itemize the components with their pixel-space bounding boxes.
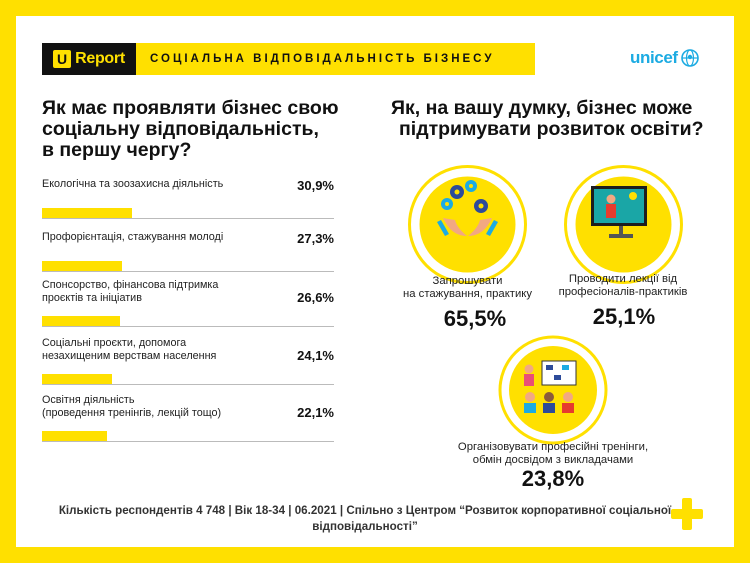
right-question-title: Як, на вашу думку, бізнес може підтримув… <box>391 98 721 140</box>
bar-value-label: 22,1% <box>297 405 334 420</box>
logo-u-mark: U <box>53 50 72 68</box>
bubble-3-label-line1: Організовувати професійні тренінги, <box>457 441 649 453</box>
training-group-icon <box>524 360 577 413</box>
bubble-3 <box>498 335 608 445</box>
bar-category-label-line: Спонсорство, фінансова підтримка <box>42 279 219 291</box>
bar-category-label-line: Освітня діяльність <box>42 394 135 406</box>
bar-track <box>42 271 334 272</box>
bar-category-label-line: Профорієнтація, стажування молоді <box>42 231 224 243</box>
bubble-2-label-line1: Проводити лекції від <box>568 273 678 285</box>
lecture-screen-icon <box>591 186 647 238</box>
gears-hands-icon <box>437 180 498 236</box>
bar-value-label: 24,1% <box>297 348 334 363</box>
bar <box>42 431 107 441</box>
bar-category-label-line: Соціальні проєкти, допомога <box>42 337 187 349</box>
bubble-1-label-line2: на стажування, практику <box>403 287 532 300</box>
bubble-3-value: 23,8% <box>521 466 585 491</box>
bubble-1-value: 65,5% <box>443 306 507 331</box>
bar-row-1: Екологічна та зоозахисна діяльність 30,9% <box>42 178 334 228</box>
left-question-line3: в першу чергу? <box>42 139 192 161</box>
bar-category-label: Соціальні проєкти, допомога незахищеним в… <box>42 337 334 363</box>
left-question-title: Як має проявляти бізнес свою соціальну в… <box>42 98 362 161</box>
bar-row-4: Соціальні проєкти, допомога незахищеним в… <box>42 337 334 387</box>
ureport-logo: U Report <box>42 43 136 75</box>
bubble-3-label-line2: обмін досвідом з викладачами <box>472 453 634 466</box>
bar-row-2: Профорієнтація, стажування молоді 27,3% <box>42 231 334 281</box>
plus-icon <box>671 498 703 530</box>
bar-value-label: 26,6% <box>297 290 334 305</box>
bar-track <box>42 326 334 327</box>
bubble-2-label: Проводити лекції від професіоналів-практ… <box>548 273 698 298</box>
bar <box>42 208 133 218</box>
left-question-line1: Як має проявляти бізнес свою <box>42 97 339 119</box>
left-question-line2: соціальну відповідальність, <box>42 118 319 140</box>
bar-track <box>42 218 334 219</box>
bubble-2-value: 25,1% <box>592 304 656 329</box>
bar <box>42 261 122 271</box>
unicef-logo: unicef <box>630 48 699 68</box>
bubble-2-label-line2: професіоналів-практиків <box>558 285 688 298</box>
right-question-line1: Як, на вашу думку, бізнес може <box>391 97 693 119</box>
bar-category-label: Спонсорство, фінансова підтримка проєктів… <box>42 279 334 305</box>
bar-track <box>42 441 334 442</box>
bar <box>42 316 120 326</box>
bubble-1-label-line1: Запрошувати <box>432 275 503 287</box>
footer-line2: відповідальності” <box>312 520 418 533</box>
footer-line1: Кількість респондентів 4 748 | Вік 18-34… <box>58 504 672 517</box>
right-question-line2: підтримувати розвиток освіти? <box>399 118 704 140</box>
unicef-wordmark: unicef <box>630 48 678 67</box>
bubble-1-label: Запрошувати на стажування, практику <box>395 275 540 300</box>
bar-row-3: Спонсорство, фінансова підтримка проєктів… <box>42 279 334 329</box>
bar-track <box>42 384 334 385</box>
bar-category-label-line: незахищеним верствам населення <box>42 350 217 362</box>
bar-category-label-line: (проведення тренінгів, лекцій тощо) <box>42 407 222 419</box>
footer-note: Кількість респондентів 4 748 | Вік 18-34… <box>40 503 690 535</box>
logo-text: Report <box>75 50 125 67</box>
bar-category-label: Освітня діяльність (проведення тренінгів,… <box>42 394 334 420</box>
bar-category-label: Екологічна та зоозахисна діяльність <box>42 178 334 191</box>
bar-category-label-line: Екологічна та зоозахисна діяльність <box>42 178 224 190</box>
bar-row-5: Освітня діяльність (проведення тренінгів,… <box>42 394 334 444</box>
bar-category-label: Профорієнтація, стажування молоді <box>42 231 334 244</box>
header-title: СОЦІАЛЬНА ВІДПОВІДАЛЬНІСТЬ БІЗНЕСУ <box>150 53 495 65</box>
bubble-3-label: Організовувати професійні тренінги, обмі… <box>453 441 653 466</box>
bar-category-label-line: проєктів та ініціатив <box>42 292 142 304</box>
bubble-2 <box>564 165 683 284</box>
bar <box>42 374 113 384</box>
bar-value-label: 27,3% <box>297 231 334 246</box>
bubble-1 <box>408 165 527 284</box>
unicef-globe-icon <box>680 49 699 67</box>
bar-value-label: 30,9% <box>297 178 334 193</box>
